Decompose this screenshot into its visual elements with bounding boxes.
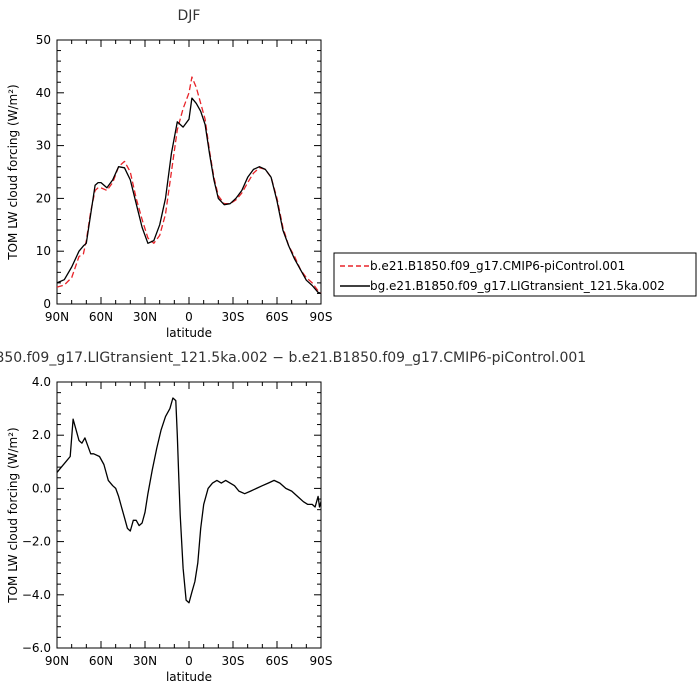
y-axis-label: TOM LW cloud forcing (W/m²) xyxy=(6,427,20,604)
top-panel: 90N 60N 30N 0 30S 60S 90S 0 10 20 30 40 50 DJF latitud… xyxy=(6,8,332,340)
x-tick-label: 90S xyxy=(310,310,333,324)
y-tick-label: 40 xyxy=(36,86,51,100)
x-tick-label: 30S xyxy=(222,310,245,324)
y-tick-label: 0.0 xyxy=(32,481,51,495)
y-tick-label: 10 xyxy=(36,244,51,258)
y-tick-label: 4.0 xyxy=(32,375,51,389)
x-tick-label: 60S xyxy=(266,654,289,668)
chart-title: DJF xyxy=(178,8,201,24)
x-tick-label: 60N xyxy=(89,654,113,668)
series-line-1 xyxy=(56,397,322,604)
plot-frame xyxy=(56,381,322,649)
x-tick-label: 90N xyxy=(45,654,69,668)
legend: b.e21.B1850.f09_g17.CMIP6-piControl.001b… xyxy=(333,252,697,297)
legend-entry-1: b.e21.B1850.f09_g17.CMIP6-piControl.001 xyxy=(370,259,625,273)
y-tick-label: −4.0 xyxy=(22,588,51,602)
x-tick-label: 0 xyxy=(185,310,193,324)
x-tick-label: 60S xyxy=(266,310,289,324)
x-tick-label: 90S xyxy=(310,654,333,668)
y-tick-label: 30 xyxy=(36,139,51,153)
y-tick-label: 2.0 xyxy=(32,428,51,442)
series-line-1 xyxy=(56,76,322,294)
chart-title: bg.e21.B1850.f09_g17.LIGtransient_121.5k… xyxy=(0,350,586,366)
plot-frame xyxy=(56,39,322,305)
y-tick-label: 0 xyxy=(43,297,51,311)
y-tick-label: −6.0 xyxy=(22,641,51,655)
legend-entry-2: bg.e21.B1850.f09_g17.LIGtransient_121.5k… xyxy=(370,279,665,293)
bottom-panel: 90N 60N 30N 0 30S 60S 90S −6.0 −4.0 −2.0 0.0 2.0 4.0… xyxy=(0,350,586,684)
x-tick-label: 30N xyxy=(133,654,157,668)
y-tick-label: 50 xyxy=(36,33,51,47)
x-tick-label: 60N xyxy=(89,310,113,324)
legend-box xyxy=(333,252,697,297)
x-axis-label: latitude xyxy=(166,326,212,340)
x-tick-label: 90N xyxy=(45,310,69,324)
y-axis-label: TOM LW cloud forcing (W/m²) xyxy=(6,84,20,261)
series-line-2 xyxy=(56,97,322,295)
x-tick-label: 0 xyxy=(185,654,193,668)
x-axis-label: latitude xyxy=(166,670,212,684)
x-tick-label: 30N xyxy=(133,310,157,324)
y-tick-label: −2.0 xyxy=(22,535,51,549)
x-tick-label: 30S xyxy=(222,654,245,668)
y-tick-label: 20 xyxy=(36,191,51,205)
